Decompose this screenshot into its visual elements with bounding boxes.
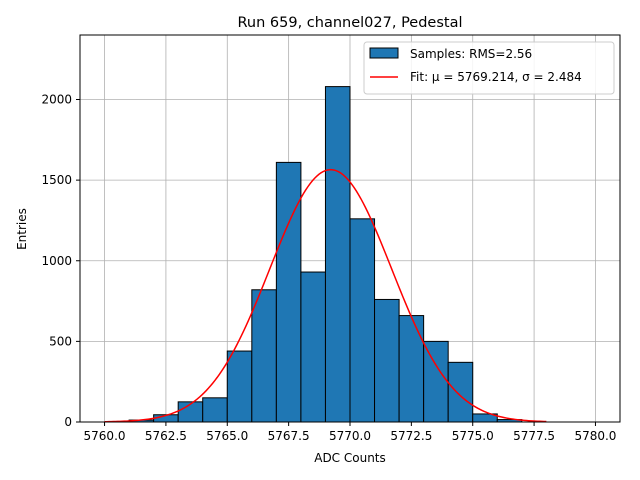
x-tick-label: 5762.5 xyxy=(145,429,187,443)
x-tick-label: 5767.5 xyxy=(268,429,310,443)
legend-histogram-label: Samples: RMS=2.56 xyxy=(410,47,532,61)
histogram-bar xyxy=(300,271,326,423)
x-tick-label: 5760.0 xyxy=(84,429,126,443)
histogram-bar xyxy=(374,298,400,423)
histogram-bar xyxy=(251,289,277,423)
x-tick-label: 5770.0 xyxy=(329,429,371,443)
histogram-bar xyxy=(349,218,376,423)
x-axis-ticks: 5760.0 5762.5 5765.0 5767.5 5770.0 5772.5 5775… xyxy=(84,422,616,443)
y-tick-label: 500 xyxy=(49,334,72,348)
fit-curve xyxy=(104,168,547,423)
y-axis-ticks: 0 500 1000 1500 2000 xyxy=(41,93,80,429)
histogram-bar xyxy=(275,161,302,423)
legend-fit-label: Fit: μ = 5769.214, σ = 2.484 xyxy=(410,70,582,84)
x-tick-label: 5777.5 xyxy=(513,429,555,443)
legend-box xyxy=(363,41,615,95)
legend: Samples: RMS=2.56 Fit: μ = 5769.214, σ =… xyxy=(363,41,615,95)
histogram-bar xyxy=(324,86,351,423)
histogram-bar xyxy=(226,350,253,423)
x-axis-label: ADC Counts xyxy=(314,451,386,465)
y-axis-label: Entries xyxy=(15,208,29,250)
histogram-bar xyxy=(423,340,449,423)
x-tick-label: 5780.0 xyxy=(574,429,616,443)
x-tick-label: 5765.0 xyxy=(206,429,248,443)
histogram-bar xyxy=(447,361,474,423)
histogram-bar xyxy=(398,315,425,423)
y-tick-label: 1500 xyxy=(41,173,72,187)
chart-title: Run 659, channel027, Pedestal xyxy=(237,15,462,31)
y-tick-label: 0 xyxy=(64,415,72,429)
x-tick-label: 5772.5 xyxy=(390,429,432,443)
legend-histogram-swatch xyxy=(369,47,399,59)
x-tick-label: 5775.0 xyxy=(452,429,494,443)
y-tick-label: 1000 xyxy=(41,254,72,268)
fit-curve-group xyxy=(104,168,547,423)
y-tick-label: 2000 xyxy=(41,93,72,107)
histogram-bar xyxy=(202,397,228,423)
